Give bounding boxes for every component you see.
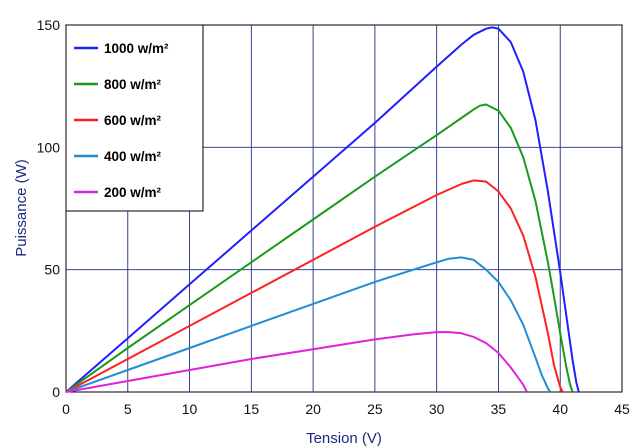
series-line-2 xyxy=(65,179,564,393)
x-axis-label: Tension (V) xyxy=(306,430,382,447)
y-tick-label: 50 xyxy=(44,262,60,278)
x-tick-label: 45 xyxy=(614,401,630,417)
legend-label-2: 600 w/m² xyxy=(104,113,162,128)
legend-label-1: 800 w/m² xyxy=(104,77,162,92)
y-axis-label: Puissance (W) xyxy=(13,159,30,257)
x-tick-label: 25 xyxy=(367,401,383,417)
series-line-3 xyxy=(65,256,552,393)
legend: 1000 w/m² 800 w/m² 600 w/m² 400 w/m² 200 w/m… xyxy=(65,24,204,212)
y-tick-label: 0 xyxy=(52,384,60,400)
series-lines xyxy=(65,26,580,393)
x-tick-label: 35 xyxy=(491,401,507,417)
y-tick-label: 100 xyxy=(37,139,61,155)
x-tick-labels: 0 5 10 15 20 25 30 35 40 45 xyxy=(62,401,630,417)
y-tick-labels: 0 50 100 150 xyxy=(37,17,61,400)
series-line-0 xyxy=(65,26,580,393)
x-tick-label: 0 xyxy=(62,401,70,417)
legend-label-3: 400 w/m² xyxy=(104,149,162,164)
legend-label-4: 200 w/m² xyxy=(104,185,162,200)
x-tick-label: 20 xyxy=(305,401,321,417)
x-tick-label: 10 xyxy=(182,401,198,417)
legend-box xyxy=(65,24,204,212)
legend-label-0: 1000 w/m² xyxy=(104,41,169,56)
x-tick-label: 15 xyxy=(244,401,260,417)
series-line-1 xyxy=(65,103,574,393)
x-tick-label: 30 xyxy=(429,401,445,417)
x-tick-label: 5 xyxy=(124,401,132,417)
y-tick-label: 150 xyxy=(37,17,61,33)
x-tick-label: 40 xyxy=(552,401,568,417)
series-line-4 xyxy=(65,331,528,393)
